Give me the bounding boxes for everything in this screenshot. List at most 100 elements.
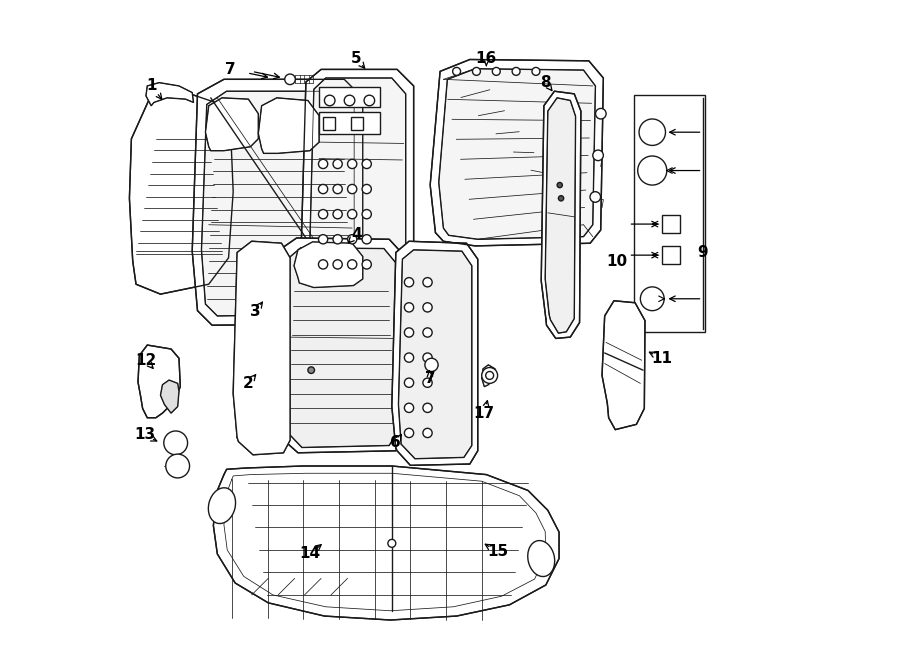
Circle shape bbox=[404, 328, 414, 337]
Text: 11: 11 bbox=[651, 351, 672, 366]
Circle shape bbox=[284, 74, 295, 85]
Circle shape bbox=[362, 159, 372, 169]
Circle shape bbox=[347, 235, 356, 244]
Bar bbox=[634, 95, 705, 332]
Polygon shape bbox=[138, 345, 180, 418]
Circle shape bbox=[453, 67, 461, 75]
Circle shape bbox=[423, 328, 432, 337]
Circle shape bbox=[532, 67, 540, 75]
Text: 8: 8 bbox=[541, 75, 551, 90]
Circle shape bbox=[512, 67, 520, 75]
Polygon shape bbox=[439, 69, 596, 239]
Circle shape bbox=[344, 95, 355, 106]
Circle shape bbox=[166, 454, 190, 478]
Text: 6: 6 bbox=[391, 436, 401, 450]
Polygon shape bbox=[146, 83, 194, 106]
Text: 1: 1 bbox=[146, 79, 157, 93]
Circle shape bbox=[557, 182, 562, 188]
Text: 2: 2 bbox=[243, 376, 254, 391]
Circle shape bbox=[638, 156, 667, 185]
Ellipse shape bbox=[208, 488, 236, 524]
Text: 9: 9 bbox=[698, 245, 707, 260]
Text: 7: 7 bbox=[225, 62, 236, 77]
Circle shape bbox=[404, 403, 414, 412]
Circle shape bbox=[641, 287, 664, 311]
Circle shape bbox=[423, 378, 432, 387]
Text: 4: 4 bbox=[351, 227, 362, 242]
Circle shape bbox=[333, 235, 342, 244]
Polygon shape bbox=[602, 301, 645, 430]
Circle shape bbox=[319, 210, 328, 219]
Circle shape bbox=[362, 210, 372, 219]
Bar bbox=[323, 117, 335, 130]
Text: 14: 14 bbox=[300, 547, 320, 561]
Text: 17: 17 bbox=[473, 406, 495, 420]
Bar bbox=[662, 215, 680, 233]
Polygon shape bbox=[302, 69, 414, 309]
Text: 12: 12 bbox=[135, 353, 157, 368]
Bar bbox=[662, 246, 680, 264]
Bar bbox=[320, 112, 380, 134]
Circle shape bbox=[388, 539, 396, 547]
Circle shape bbox=[333, 210, 342, 219]
Polygon shape bbox=[430, 59, 603, 246]
Text: 10: 10 bbox=[606, 254, 627, 268]
Circle shape bbox=[362, 260, 372, 269]
Circle shape bbox=[308, 367, 314, 373]
Circle shape bbox=[333, 184, 342, 194]
Text: 3: 3 bbox=[249, 305, 260, 319]
Circle shape bbox=[423, 403, 432, 412]
Polygon shape bbox=[213, 466, 559, 620]
Circle shape bbox=[364, 95, 374, 106]
Circle shape bbox=[347, 210, 356, 219]
Circle shape bbox=[639, 119, 665, 145]
Polygon shape bbox=[130, 91, 233, 294]
Circle shape bbox=[333, 260, 342, 269]
Circle shape bbox=[347, 184, 356, 194]
Polygon shape bbox=[541, 91, 580, 338]
Circle shape bbox=[404, 428, 414, 438]
Polygon shape bbox=[233, 241, 290, 455]
Circle shape bbox=[558, 196, 563, 201]
Polygon shape bbox=[202, 91, 355, 316]
Circle shape bbox=[333, 159, 342, 169]
Circle shape bbox=[347, 260, 356, 269]
Circle shape bbox=[362, 184, 372, 194]
Circle shape bbox=[319, 235, 328, 244]
Circle shape bbox=[423, 353, 432, 362]
Polygon shape bbox=[193, 79, 363, 325]
Polygon shape bbox=[258, 98, 319, 153]
Polygon shape bbox=[310, 78, 406, 303]
Circle shape bbox=[425, 358, 438, 371]
Circle shape bbox=[590, 192, 600, 202]
Text: 15: 15 bbox=[487, 545, 508, 559]
Circle shape bbox=[319, 260, 328, 269]
Circle shape bbox=[347, 159, 356, 169]
Polygon shape bbox=[284, 248, 397, 447]
Circle shape bbox=[593, 150, 603, 161]
Circle shape bbox=[492, 67, 500, 75]
Polygon shape bbox=[399, 250, 472, 459]
Circle shape bbox=[423, 303, 432, 312]
Circle shape bbox=[404, 278, 414, 287]
Text: 13: 13 bbox=[134, 428, 155, 442]
Polygon shape bbox=[205, 98, 258, 151]
Bar bbox=[320, 87, 380, 107]
Polygon shape bbox=[160, 380, 179, 413]
Circle shape bbox=[164, 431, 187, 455]
Circle shape bbox=[472, 67, 481, 75]
Polygon shape bbox=[545, 98, 576, 333]
Text: 7: 7 bbox=[425, 371, 436, 385]
Text: 16: 16 bbox=[476, 51, 497, 65]
Polygon shape bbox=[275, 238, 405, 453]
Circle shape bbox=[596, 108, 606, 119]
Text: 5: 5 bbox=[351, 51, 362, 65]
Circle shape bbox=[319, 184, 328, 194]
Circle shape bbox=[324, 95, 335, 106]
Bar bbox=[351, 117, 363, 130]
Circle shape bbox=[404, 378, 414, 387]
Circle shape bbox=[482, 368, 498, 383]
Polygon shape bbox=[392, 241, 478, 465]
Polygon shape bbox=[482, 365, 495, 387]
Circle shape bbox=[362, 235, 372, 244]
